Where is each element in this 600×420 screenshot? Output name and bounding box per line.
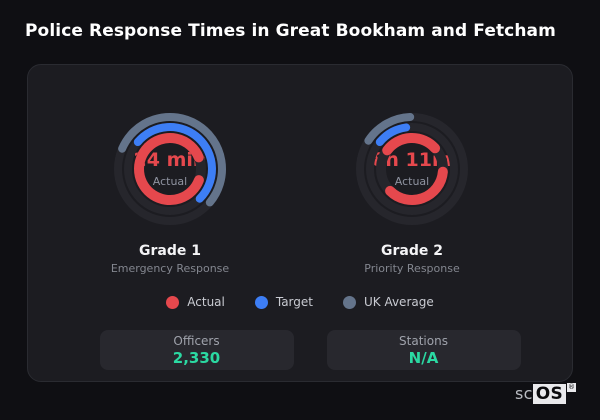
stat-officers-value: 2,330	[172, 348, 221, 367]
stat-officers: Officers 2,330	[99, 330, 294, 370]
legend-dot-actual-icon	[166, 295, 180, 309]
gauge-grade-1-subtitle: Emergency Response	[110, 262, 230, 275]
legend-dot-target-icon	[254, 295, 268, 309]
gauge-grade-1-center: 24 min Actual	[110, 109, 230, 229]
gauge-grade-2-value: 8h 11m	[372, 148, 452, 171]
gauge-grade-2-chart	[356, 113, 468, 225]
stats-row: Officers 2,330 Stations N/A	[38, 330, 582, 370]
legend-label-uk-average: UK Average	[363, 295, 434, 309]
gauge-grade-2-subtitle: Priority Response	[364, 262, 460, 275]
gauge-grade-1-rings: 24 min Actual	[110, 109, 230, 229]
legend: Actual Target UK Average	[28, 295, 572, 309]
stat-stations-label: Stations	[399, 333, 448, 348]
scos-logo: sc OS ®	[514, 383, 576, 404]
scos-logo-prefix: sc	[514, 384, 533, 403]
legend-item-actual[interactable]: Actual	[166, 295, 225, 309]
stat-stations: Stations N/A	[326, 330, 521, 370]
legend-label-actual: Actual	[187, 295, 225, 309]
gauge-grade-2-rings: 8h 11m Actual	[352, 109, 472, 229]
gauge-grade-2-title: Grade 2	[381, 243, 443, 259]
stat-officers-label: Officers	[173, 333, 220, 348]
legend-dot-uk-average-icon	[342, 295, 356, 309]
scos-logo-box: OS	[532, 384, 566, 404]
registered-trademark-icon: ®	[567, 383, 576, 392]
gauge-grade-1-chart	[114, 113, 226, 225]
response-times-card: 24 min Actual Grade 1 Emergency Response…	[27, 64, 573, 382]
legend-item-uk-average[interactable]: UK Average	[342, 295, 434, 309]
stat-stations-value: N/A	[408, 348, 439, 367]
gauges-row: 24 min Actual Grade 1 Emergency Response…	[10, 109, 572, 275]
gauge-grade-1-value: 24 min	[133, 148, 207, 171]
gauge-grade-2-caption: Actual	[394, 174, 430, 188]
page-title: Police Response Times in Great Bookham a…	[25, 21, 556, 41]
gauge-grade-1-title: Grade 1	[139, 243, 201, 259]
legend-label-target: Target	[275, 295, 313, 309]
gauge-grade-1-caption: Actual	[152, 174, 188, 188]
gauge-grade-2: 8h 11m Actual Grade 2 Priority Response	[332, 109, 492, 275]
gauge-grade-1: 24 min Actual Grade 1 Emergency Response	[90, 109, 250, 275]
gauge-grade-2-center: 8h 11m Actual	[352, 109, 472, 229]
legend-item-target[interactable]: Target	[254, 295, 313, 309]
